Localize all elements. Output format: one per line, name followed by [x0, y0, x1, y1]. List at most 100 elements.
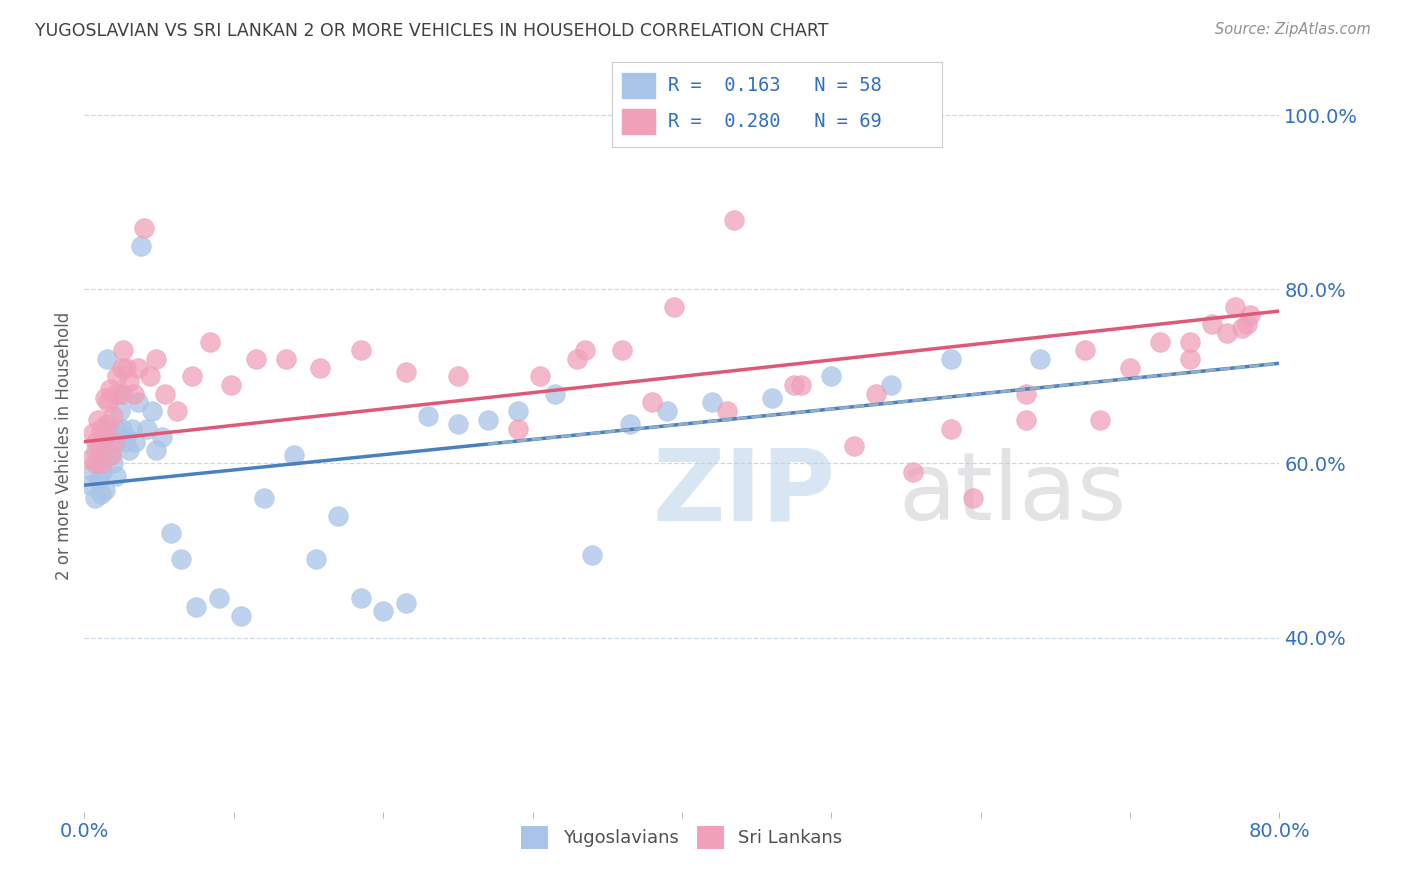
Point — [962, 491, 984, 506]
Point — [447, 369, 470, 384]
Point — [253, 491, 276, 506]
Point — [124, 434, 146, 449]
Point — [309, 360, 332, 375]
Point — [87, 413, 110, 427]
Point — [1201, 317, 1223, 331]
Point — [127, 395, 149, 409]
Point — [97, 439, 120, 453]
Text: Source: ZipAtlas.com: Source: ZipAtlas.com — [1215, 22, 1371, 37]
Point — [581, 548, 603, 562]
Point — [939, 421, 962, 435]
Point — [79, 478, 101, 492]
Point — [127, 360, 149, 375]
Point — [305, 552, 328, 566]
Point — [1149, 334, 1171, 349]
Point — [574, 343, 596, 358]
Point — [100, 448, 122, 462]
Point — [101, 409, 124, 423]
Point — [842, 439, 865, 453]
Point — [115, 430, 138, 444]
Text: ZIP: ZIP — [652, 444, 835, 541]
Point — [153, 386, 176, 401]
Point — [98, 383, 121, 397]
Point — [139, 369, 162, 384]
Point — [865, 386, 887, 401]
Text: R =  0.163   N = 58: R = 0.163 N = 58 — [668, 76, 882, 95]
Point — [96, 417, 118, 432]
Point — [181, 369, 204, 384]
Point — [664, 300, 686, 314]
Point — [1178, 351, 1201, 366]
Point — [1223, 300, 1246, 314]
Point — [111, 360, 134, 375]
Point — [283, 448, 305, 462]
Point — [447, 417, 470, 432]
Point — [83, 457, 105, 471]
Point — [641, 395, 664, 409]
Point — [97, 395, 120, 409]
Point — [112, 343, 135, 358]
Legend: Yugoslavians, Sri Lankans: Yugoslavians, Sri Lankans — [512, 817, 852, 857]
Text: R =  0.280   N = 69: R = 0.280 N = 69 — [668, 112, 882, 131]
Point — [93, 430, 115, 444]
Point — [820, 369, 842, 384]
Point — [136, 421, 159, 435]
Y-axis label: 2 or more Vehicles in Household: 2 or more Vehicles in Household — [55, 312, 73, 580]
Point — [93, 448, 115, 462]
Point — [89, 439, 111, 453]
Text: atlas: atlas — [898, 448, 1126, 540]
Point — [121, 421, 143, 435]
Point — [231, 608, 253, 623]
Point — [394, 596, 416, 610]
Point — [1090, 413, 1112, 427]
Point — [1216, 326, 1239, 340]
Point — [101, 457, 124, 471]
Point — [1014, 386, 1036, 401]
Point — [1119, 360, 1142, 375]
Point — [544, 386, 567, 401]
Point — [132, 221, 156, 235]
Point — [79, 452, 101, 467]
Point — [880, 378, 903, 392]
Point — [274, 351, 297, 366]
Point — [105, 369, 128, 384]
Point — [118, 443, 141, 458]
Point — [90, 487, 112, 501]
Point — [1239, 309, 1261, 323]
Point — [1014, 413, 1036, 427]
Point — [114, 434, 136, 449]
Point — [700, 395, 723, 409]
Point — [105, 421, 128, 435]
Point — [245, 351, 267, 366]
Point — [939, 351, 962, 366]
Point — [96, 351, 118, 366]
Point — [82, 425, 104, 440]
Point — [83, 491, 105, 506]
Point — [87, 457, 110, 471]
Point — [612, 343, 634, 358]
Point — [529, 369, 551, 384]
Point — [111, 421, 134, 435]
Point — [1029, 351, 1052, 366]
Point — [394, 365, 416, 379]
Point — [506, 421, 529, 435]
Point — [141, 404, 163, 418]
Point — [1178, 334, 1201, 349]
Point — [716, 404, 738, 418]
Point — [86, 434, 108, 449]
Point — [416, 409, 439, 423]
Point — [619, 417, 641, 432]
Point — [91, 465, 114, 479]
Point — [122, 386, 145, 401]
Point — [112, 386, 135, 401]
Point — [91, 457, 114, 471]
Point — [110, 386, 132, 401]
Point — [506, 404, 529, 418]
Point — [89, 474, 111, 488]
Point — [208, 591, 231, 606]
Point — [761, 391, 783, 405]
Point — [903, 465, 925, 479]
Point — [160, 526, 183, 541]
Point — [129, 238, 152, 252]
Bar — [621, 109, 655, 135]
